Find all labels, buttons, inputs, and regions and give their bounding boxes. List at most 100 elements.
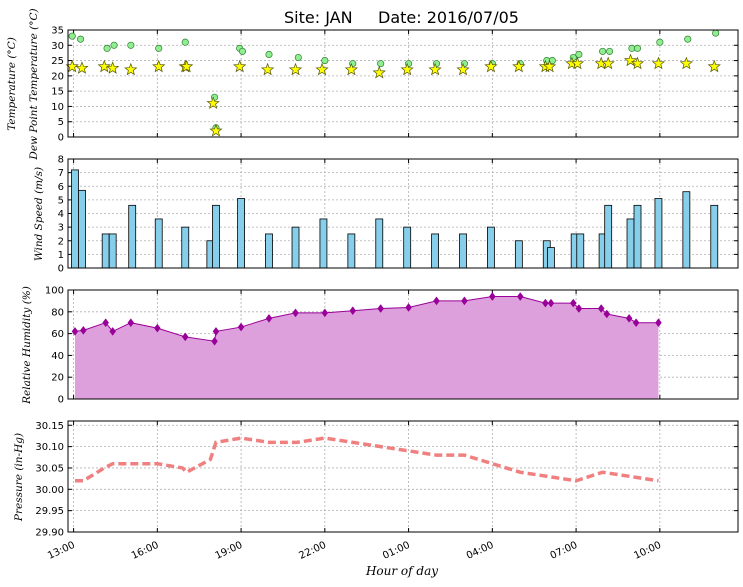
wind-bar — [682, 191, 691, 269]
dewpoint-point — [542, 59, 557, 73]
temperature-point — [110, 41, 118, 49]
wind-bar — [459, 233, 467, 269]
humidity-point — [516, 292, 524, 301]
temperature-point — [575, 50, 583, 59]
x-tick-label: 10:00 — [632, 540, 663, 562]
y-tick-label: 60 — [51, 329, 64, 340]
wind-axis-label: Wind Speed (m/s) — [33, 167, 45, 261]
panel-frame — [67, 420, 739, 533]
x-tick-label: 13:00 — [46, 540, 77, 562]
dewpoint-point — [260, 62, 275, 76]
wind-bar — [265, 233, 273, 269]
humidity-axis-label: Relative Humidity (%) — [21, 286, 33, 405]
dewpoint-point — [651, 56, 666, 70]
y-tick-label: 6 — [58, 182, 64, 193]
y-tick-label: 100 — [45, 286, 64, 297]
panel-frame — [67, 158, 739, 269]
wind-bar — [604, 204, 613, 269]
humidity-point — [127, 318, 135, 328]
dewpoint-point — [344, 62, 359, 76]
wind-bar — [547, 247, 555, 269]
dewpoint-point — [152, 59, 166, 73]
humidity-point — [489, 292, 496, 301]
dewpoint-point — [512, 59, 526, 73]
humidity-point — [292, 308, 299, 318]
dewpoint-point — [623, 53, 638, 67]
temperature-axis-label: Temperature (°C) — [6, 37, 18, 131]
y-tick-label: 80 — [51, 307, 64, 318]
dewpoint-point — [456, 62, 470, 76]
wind-bar — [576, 233, 585, 269]
pressure-axis-label: Pressure (in-Hg) — [13, 433, 25, 522]
wind-bar — [514, 240, 523, 269]
temperature-point — [684, 35, 692, 43]
y-tick-label: 15 — [51, 87, 64, 98]
temperature-panel: 0 5 10 15 20 25 30 35 Temperature (°C) Dew Point … — [6, 8, 739, 161]
panel-frame — [67, 29, 739, 138]
humidity-point — [265, 313, 273, 323]
humidity-panel: 0 20 40 60 80 100 Relative Humidity (%) — [21, 286, 739, 406]
wind-bar — [71, 169, 79, 269]
temperature-point — [265, 50, 273, 59]
temperature-point — [127, 41, 135, 49]
y-tick-label: 30.15 — [35, 421, 64, 432]
y-tick-label: 2 — [58, 236, 64, 247]
panel-frame — [67, 289, 739, 400]
dewpoint-point — [106, 61, 120, 74]
humidity-point — [547, 298, 555, 308]
y-tick-label: 29.90 — [35, 528, 64, 539]
dewpoint-point — [75, 61, 89, 74]
temperature-point — [606, 47, 614, 55]
x-tick-label: 19:00 — [214, 540, 245, 562]
dewpoint-point — [630, 56, 645, 70]
wind-bar — [375, 218, 384, 269]
y-tick-label: 0 — [58, 133, 64, 144]
x-tick-label: 22:00 — [297, 540, 328, 562]
y-tick-label: 35 — [51, 26, 64, 37]
dewpoint-point — [288, 62, 303, 76]
y-tick-label: 3 — [58, 223, 64, 234]
dewpoint-point — [707, 59, 721, 73]
x-tick-label: 04:00 — [465, 540, 496, 562]
temperature-point — [77, 35, 85, 43]
dewpoint-point — [679, 56, 694, 70]
y-tick-label: 7 — [58, 168, 64, 179]
x-tick-label: 07:00 — [549, 540, 580, 562]
y-tick-label: 25 — [51, 56, 64, 67]
temperature-point — [238, 47, 247, 55]
y-tick-label: 30 — [51, 41, 64, 52]
dewpoint-point — [428, 62, 442, 76]
temperature-point — [155, 44, 163, 52]
pressure-panel: 29.90 29.95 30.00 30.05 30.10 30.15 Pressure (… — [13, 420, 739, 539]
temperature-point — [377, 60, 385, 68]
y-tick-label: 0 — [58, 395, 64, 406]
humidity-point — [625, 313, 633, 323]
dewpoint-point — [570, 56, 585, 70]
wind-bar — [237, 198, 245, 269]
y-tick-label: 0 — [58, 264, 64, 275]
y-tick-label: 5 — [58, 117, 64, 128]
wind-bar — [654, 198, 663, 269]
y-tick-label: 4 — [58, 209, 64, 220]
dewpoint-point — [315, 62, 329, 76]
wind-bar — [108, 233, 117, 269]
temperature-point — [712, 29, 720, 37]
title-date: Date: 2016/07/05 — [378, 8, 519, 27]
wind-bar — [78, 189, 86, 269]
dewpoint-point — [601, 56, 615, 70]
wind-bar — [128, 204, 137, 269]
temperature-point — [294, 53, 302, 62]
humidity-point — [603, 309, 611, 319]
wind-bar — [319, 218, 328, 269]
y-tick-label: 20 — [51, 373, 64, 384]
dewpoint-point — [372, 65, 386, 79]
humidity-point — [377, 304, 384, 313]
wind-bar — [626, 218, 635, 269]
wind-speed-panel: 0 1 2 3 4 5 6 7 8 Wind Speed (m/s) — [33, 155, 739, 275]
wind-bar — [633, 204, 642, 269]
temperature-point — [633, 44, 642, 52]
humidity-point — [211, 336, 218, 346]
x-tick-label: 16:00 — [130, 540, 161, 562]
y-tick-label: 30.10 — [35, 442, 64, 453]
